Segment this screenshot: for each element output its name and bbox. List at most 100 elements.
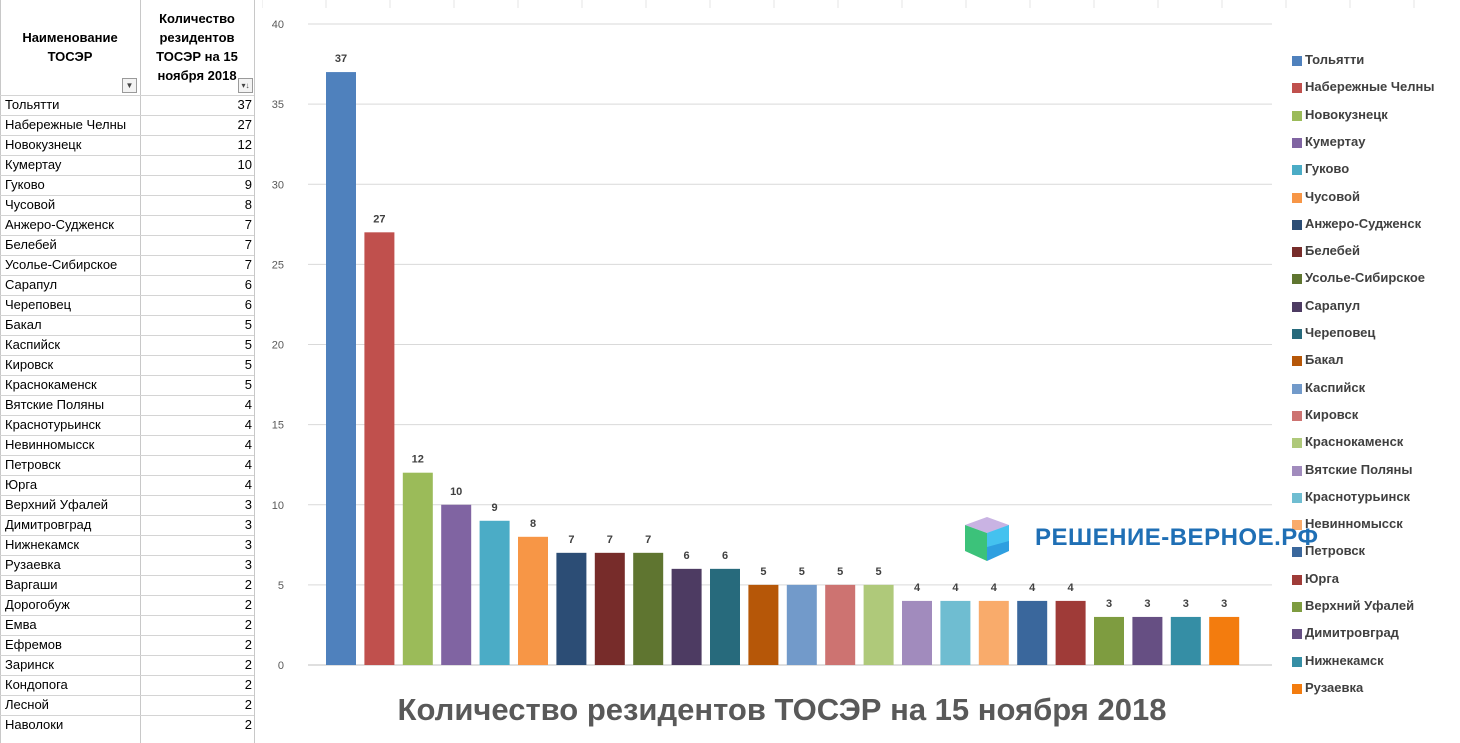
table-row[interactable]: Дорогобуж 2 [0, 595, 254, 615]
bar [940, 600, 971, 665]
table-row[interactable]: Кумертау 10 [0, 155, 254, 175]
column-header-name-label: Наименование ТОСЭР [22, 30, 118, 64]
legend-swatch [1292, 56, 1302, 66]
row-value: 3 [244, 497, 252, 512]
table-row[interactable]: Череповец 6 [0, 295, 254, 315]
data-label: 7 [568, 534, 574, 546]
table-row[interactable]: Тольятти 37 [0, 95, 254, 115]
legend-label: Вятские Поляны [1305, 461, 1413, 477]
row-value: 10 [237, 157, 252, 172]
bar [1017, 600, 1048, 665]
row-value: 4 [244, 417, 252, 432]
legend-swatch [1292, 656, 1302, 667]
row-name: Наволоки [5, 717, 64, 732]
table-row[interactable]: Гуково 9 [0, 175, 254, 195]
legend-swatch [1292, 83, 1302, 94]
data-label: 3 [1144, 598, 1150, 610]
legend-label: Кумертау [1305, 133, 1366, 149]
table-row[interactable]: Ефремов 2 [0, 635, 254, 655]
legend-label: Краснокаменск [1305, 434, 1404, 450]
row-value: 2 [244, 657, 252, 672]
row-name: Гуково [5, 177, 45, 192]
table-row[interactable]: Рузаевка 3 [0, 555, 254, 575]
table-row[interactable]: Юрга 4 [0, 475, 254, 495]
table-row[interactable]: Заринск 2 [0, 655, 254, 675]
bar [786, 584, 817, 665]
data-label: 4 [991, 582, 998, 594]
bar [710, 568, 740, 665]
table-row[interactable]: Каспийск 5 [0, 335, 254, 355]
row-name: Белебей [5, 237, 57, 252]
row-value: 4 [244, 397, 252, 412]
table-row[interactable]: Емва 2 [0, 615, 254, 635]
chart-title: Количество резидентов ТОСЭР на 15 ноября… [397, 692, 1167, 727]
table-row[interactable]: Лесной 2 [0, 695, 254, 715]
data-label: 4 [1068, 582, 1075, 594]
row-value: 3 [244, 517, 252, 532]
table-row[interactable]: Бакал 5 [0, 315, 254, 335]
table-row[interactable]: Сарапул 6 [0, 275, 254, 295]
legend-swatch [1292, 301, 1302, 312]
bar-chart: 0 5 10 15 20 25 30 35 40 37 27 12 10 9 8 7 7 7 6 6 5 5 5 5 4 4 4 4 4… [262, 0, 1415, 672]
table-row[interactable]: Кировск 5 [0, 355, 254, 375]
table-row[interactable]: Краснокаменск 5 [0, 375, 254, 395]
legend-swatch [1292, 547, 1302, 558]
table-row[interactable]: Новокузнецк 12 [0, 135, 254, 155]
bar [518, 536, 548, 665]
table-row[interactable]: Петровск 4 [0, 455, 254, 475]
legend-swatch [1292, 629, 1302, 640]
legend-swatch [1292, 356, 1302, 367]
row-name: Варгаши [5, 577, 58, 592]
column-header-name: Наименование ТОСЭР [0, 0, 140, 94]
table-row[interactable]: Усолье-Сибирское 7 [0, 255, 254, 275]
table-row[interactable]: Димитровград 3 [0, 515, 254, 535]
table-row[interactable]: Вятские Поляны 4 [0, 395, 254, 415]
bar [402, 472, 433, 665]
sort-filter-icon[interactable]: ▾↓ [238, 78, 253, 93]
legend-swatch [1292, 410, 1302, 421]
bar [1209, 616, 1240, 665]
table-row[interactable]: Краснотурьинск 4 [0, 415, 254, 435]
chart-area: 0 5 10 15 20 25 30 35 40 37 27 12 10 9 8 7 7 7 6 6 5 5 5 5 4 4 4 4 4… [262, 0, 1460, 743]
y-tick-label: 5 [278, 580, 284, 592]
row-value: 4 [244, 457, 252, 472]
row-value: 7 [244, 237, 252, 252]
data-label: 5 [760, 566, 766, 578]
row-value: 6 [244, 297, 252, 312]
bar [863, 584, 894, 665]
data-label: 5 [799, 566, 805, 578]
row-value: 37 [237, 97, 252, 112]
y-tick-label: 25 [272, 259, 284, 271]
legend-label: Новокузнецк [1305, 106, 1388, 122]
row-value: 3 [244, 537, 252, 552]
row-name: Набережные Челны [5, 117, 127, 132]
bar [326, 72, 356, 665]
row-name: Краснотурьинск [5, 417, 101, 432]
table-row[interactable]: Невинномысск 4 [0, 435, 254, 455]
bar [556, 552, 587, 665]
table-row[interactable]: Белебей 7 [0, 235, 254, 255]
table-row[interactable]: Наволоки 2 [0, 715, 254, 735]
table-row[interactable]: Анжеро-Судженск 7 [0, 215, 254, 235]
legend-label: Белебей [1305, 243, 1360, 259]
bar [594, 552, 625, 665]
table-row[interactable]: Кондопога 2 [0, 675, 254, 695]
grid-line [254, 0, 255, 743]
data-label: 5 [837, 566, 843, 578]
table-row[interactable]: Чусовой 8 [0, 195, 254, 215]
legend-swatch [1292, 247, 1302, 258]
table-row[interactable]: Верхний Уфалей 3 [0, 495, 254, 515]
table-row[interactable]: Варгаши 2 [0, 575, 254, 595]
cube-logo-icon [965, 517, 1009, 561]
table-row[interactable]: Набережные Челны 27 [0, 115, 254, 135]
bar [1094, 616, 1124, 665]
legend-label: Анжеро-Судженск [1305, 215, 1422, 231]
table-row[interactable]: Нижнекамск 3 [0, 535, 254, 555]
legend-swatch [1292, 492, 1302, 503]
row-name: Верхний Уфалей [5, 497, 109, 512]
row-value: 4 [244, 437, 252, 452]
dropdown-arrow-icon[interactable]: ▼ [122, 78, 137, 93]
legend-label: Набережные Челны [1305, 79, 1435, 95]
legend-label: Нижнекамск [1305, 652, 1384, 668]
row-name: Кондопога [5, 677, 68, 692]
